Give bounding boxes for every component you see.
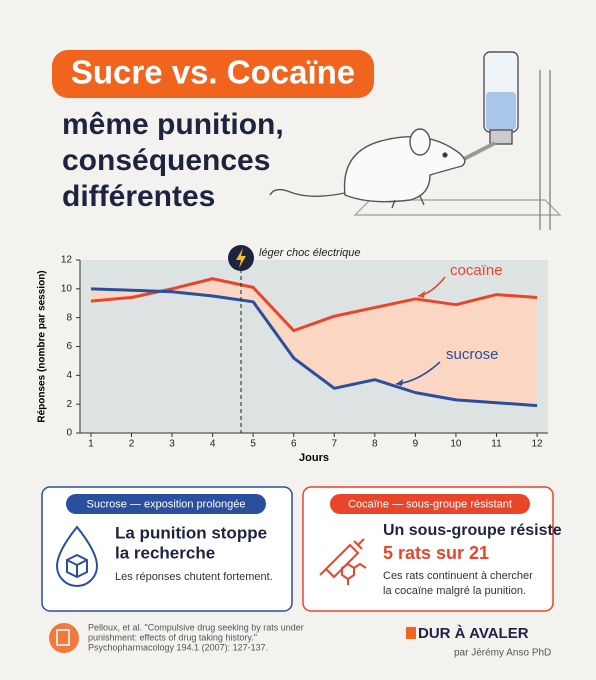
- y-tick-label: 2: [66, 399, 72, 410]
- subtitle: différentes: [62, 180, 215, 213]
- y-tick-label: 12: [61, 255, 73, 266]
- x-tick-label: 11: [491, 439, 502, 450]
- x-tick-label: 8: [372, 439, 378, 450]
- badge: [52, 50, 374, 98]
- annotation-text: léger choc électrique: [259, 247, 361, 259]
- y-tick-label: 10: [61, 283, 73, 294]
- citation: Pelloux, et al. "Compulsive drug seeking…: [88, 622, 304, 632]
- y-axis-label: Réponses (nombre par session): [37, 270, 48, 422]
- syringe-icon: [319, 538, 367, 585]
- x-tick-label: 7: [331, 439, 337, 450]
- card-header-bg: [66, 494, 266, 514]
- series-arrow-head: [418, 291, 425, 298]
- author: par Jérémy Anso PhD: [454, 648, 551, 659]
- x-tick-label: 12: [531, 439, 543, 450]
- card: [41, 486, 293, 612]
- card-header: Cocaïne — sous-groupe résistant: [348, 498, 512, 510]
- subtitle: conséquences: [62, 144, 270, 177]
- citation: punishment: effects of drug taking histo…: [88, 632, 257, 642]
- logo-mark: [406, 627, 416, 639]
- subtitle: même punition,: [62, 108, 284, 141]
- drop-icon: [55, 525, 99, 587]
- card-title: La punition stoppe: [115, 523, 267, 542]
- x-tick-label: 10: [450, 439, 462, 450]
- citation-icon: [49, 623, 79, 653]
- badge-text: Sucre vs. Cocaïne: [71, 54, 355, 91]
- x-tick-label: 9: [413, 439, 419, 450]
- card-header-bg: [330, 494, 530, 514]
- card-title: la recherche: [115, 543, 215, 562]
- x-tick-label: 5: [250, 439, 256, 450]
- x-tick-label: 3: [169, 439, 175, 450]
- y-tick-label: 0: [66, 428, 72, 439]
- series-line: [90, 287, 538, 408]
- series-label: sucrose: [446, 346, 499, 363]
- card-text: Les réponses chutent fortement.: [115, 571, 273, 583]
- y-tick-label: 8: [66, 312, 72, 323]
- x-tick-label: 2: [129, 439, 135, 450]
- citation: Psychopharmacology 194.1 (2007): 127-137…: [88, 642, 268, 652]
- citation-icon: [56, 629, 70, 646]
- y-tick-label: 6: [66, 341, 72, 352]
- card-text: Ces rats continuent à chercher: [383, 570, 533, 582]
- card-title: Un sous-groupe résiste: [383, 522, 562, 539]
- logo: DUR À AVALER: [418, 625, 529, 642]
- x-tick-label: 4: [210, 439, 216, 450]
- x-tick-label: 1: [88, 439, 94, 450]
- card-header: Sucrose — exposition prolongée: [87, 498, 246, 510]
- annotation-icon: [236, 248, 247, 268]
- x-axis-label: Jours: [299, 452, 329, 464]
- card: [302, 486, 554, 612]
- x-tick-label: 6: [291, 439, 297, 450]
- card-text: la cocaïne malgré la punition.: [383, 585, 526, 597]
- illustration: [269, 51, 562, 230]
- card-highlight: 5 rats sur 21: [383, 543, 489, 563]
- series-label: cocaïne: [450, 262, 503, 279]
- y-tick-label: 4: [66, 370, 72, 381]
- series-arrow-head: [396, 379, 403, 386]
